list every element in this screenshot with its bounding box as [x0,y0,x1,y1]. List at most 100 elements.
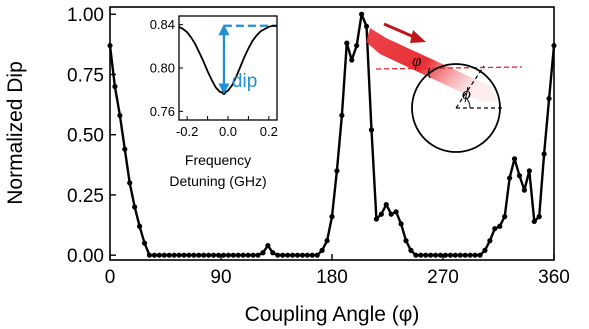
main-data-point [393,209,399,215]
main-data-point [423,252,429,258]
main-data-point [250,252,256,258]
main-data-point [304,252,310,258]
main-data-point [472,252,478,258]
main-data-point [492,226,498,232]
inset-x-axis-title-line2: Detuning (GHz) [169,173,266,189]
main-data-point [112,83,118,90]
inset-x-ticks: -0.2 0.0 0.2 [176,116,278,139]
main-data-point [447,252,453,258]
main-data-point [151,252,157,258]
main-y-tick-label: 0.00 [67,246,104,267]
main-data-point [452,252,458,258]
main-data-point [482,247,488,253]
main-data-point [521,187,528,193]
inset-x-axis-title-line1: Frequency [185,152,251,168]
phi-angle-arc [464,96,471,109]
main-data-point [334,168,340,174]
main-data-point [117,112,123,119]
main-data-point [289,252,296,258]
main-data-point [388,211,394,217]
main-data-point [294,252,301,258]
main-y-axis-title: Normalized Dip [4,61,27,205]
main-data-point [502,214,508,220]
main-data-point [235,252,241,258]
main-data-point [314,252,320,258]
main-data-point [413,252,419,258]
main-series [107,11,557,258]
main-x-tick-label: 180 [316,267,348,288]
main-data-point [240,252,246,258]
main-data-point [536,214,542,220]
phi-symbol: ϕ [462,84,471,103]
main-data-point [156,252,162,258]
main-data-point [141,240,148,246]
main-data-point [309,252,315,258]
main-data-point [541,151,547,157]
main-data-point [433,252,439,258]
main-data-point [280,252,286,258]
laser-beam [366,28,498,102]
varphi-symbol: φ [412,51,421,70]
main-data-point [166,252,172,258]
main-data-point [146,252,153,258]
main-data-point [363,23,370,29]
main-data-point [299,252,305,258]
main-data-point [127,180,133,186]
main-data-point [176,252,182,258]
inset-plot-frame [178,15,278,121]
inset-minimum-point [221,90,226,95]
main-data-point [161,252,167,258]
radius-dashed-line [455,65,485,109]
main-data-point [137,223,143,229]
main-data-point [122,146,128,152]
main-data-point [418,252,424,258]
main-data-point [107,42,113,49]
main-data-point [383,201,389,208]
main-x-tick-label: 360 [538,267,570,288]
main-data-point [373,216,379,222]
main-data-point [511,156,518,162]
main-data-point [398,221,404,227]
main-data-point [551,42,557,49]
coupling-schematic: φ ϕ [366,22,523,153]
main-data-point [354,42,360,49]
main-y-ticks: 0.00 0.25 0.50 0.75 1.00 [67,5,116,267]
inset-series: dip [178,24,277,95]
main-data-point [171,252,177,258]
main-data-point [275,252,281,258]
main-data-point [285,252,291,258]
inset-y-ticks: 0.76 0.80 0.84 [150,17,183,119]
main-data-point [368,127,375,133]
main-data-point [359,11,365,17]
main-data-point [245,252,251,258]
main-data-point [211,252,217,258]
main-data-point [186,252,192,258]
main-data-point [230,252,236,258]
inset-y-tick-label: 0.84 [150,17,175,32]
main-data-point [349,57,355,63]
main-data-point [477,252,483,258]
main-x-axis-title: Coupling Angle (φ) [245,303,420,326]
main-data-point [196,252,202,258]
main-data-point [428,252,434,258]
main-data-point [260,250,266,256]
inset-x-tick-label: -0.2 [176,124,198,139]
inset-dip-label: dip [232,71,257,92]
main-x-tick-label: 270 [427,267,459,288]
main-data-point [329,214,335,220]
main-y-tick-label: 0.50 [67,126,104,147]
main-data-point [255,252,261,258]
inset-x-tick-label: 0.0 [219,124,237,139]
main-data-point [546,95,552,102]
main-data-point [319,247,325,253]
tangent-dashed-line [375,66,523,70]
main-data-point [324,238,330,244]
inset-y-tick-label: 0.80 [150,61,175,76]
main-data-point [225,252,231,258]
main-data-point [339,112,345,119]
main-x-tick-label: 90 [210,267,231,288]
main-data-point [181,252,187,258]
main-data-point [516,173,523,179]
main-data-point [215,252,222,258]
main-data-point [497,223,503,229]
